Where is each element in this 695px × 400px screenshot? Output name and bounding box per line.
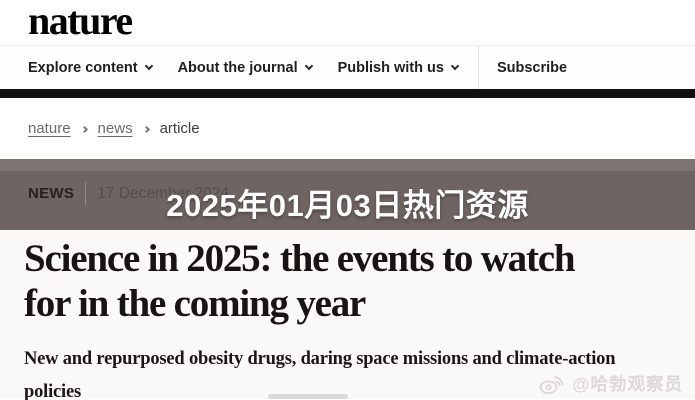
breadcrumb-link-nature[interactable]: nature [28,120,71,137]
watermark-handle: @哈勃观察员 [572,374,683,394]
title-line-1: Science in 2025: the events to watch [24,237,576,280]
header-divider-bar [0,89,695,98]
nav-item-label: Publish with us [337,59,444,76]
site-header: nature [0,0,695,46]
nav-item-label: About the journal [177,59,298,76]
kicker-row: NEWS 17 December 2024 [28,182,229,205]
main-nav: Explore content About the journal Publis… [0,46,695,89]
nav-item-label: Explore content [28,59,138,76]
article-section: Science in 2025: the events to watch for … [0,230,695,400]
nav-divider [477,46,479,89]
breadcrumb: nature news article [0,98,695,159]
article-standfirst: New and repurposed obesity drugs, daring… [24,343,671,400]
breadcrumb-link-news[interactable]: news [97,120,133,137]
nav-item-explore-content[interactable]: Explore content [28,59,153,76]
news-kicker: NEWS [28,185,75,202]
chevron-down-icon [144,61,153,70]
article-title: Science in 2025: the events to watch for … [24,236,671,326]
breadcrumb-current-article: article [159,120,200,137]
cropped-text-fragment [268,394,348,399]
nav-item-about-the-journal[interactable]: About the journal [177,59,313,76]
overlay-title: 2025年01月03日热门资源 [166,188,529,223]
article-date: 17 December 2024 [97,184,230,202]
nature-logo[interactable]: nature [28,0,133,43]
weibo-icon [540,376,564,395]
chevron-down-icon [304,61,313,70]
title-line-2: for in the coming year [24,282,366,325]
nav-item-subscribe[interactable]: Subscribe [497,60,567,76]
chevron-right-icon [142,125,150,133]
standfirst-line-1: New and repurposed obesity drugs, daring… [24,349,616,400]
kicker-divider [85,182,87,205]
nav-item-publish-with-us[interactable]: Publish with us [337,59,460,76]
chevron-down-icon [450,61,460,70]
watermark: @哈勃观察员 [538,370,683,397]
banner-top-strip [0,159,695,171]
article-banner: NEWS 17 December 2024 2025年01月03日热门资源 [0,159,695,230]
chevron-right-icon [80,125,88,133]
nav-item-label: Subscribe [496,59,568,76]
